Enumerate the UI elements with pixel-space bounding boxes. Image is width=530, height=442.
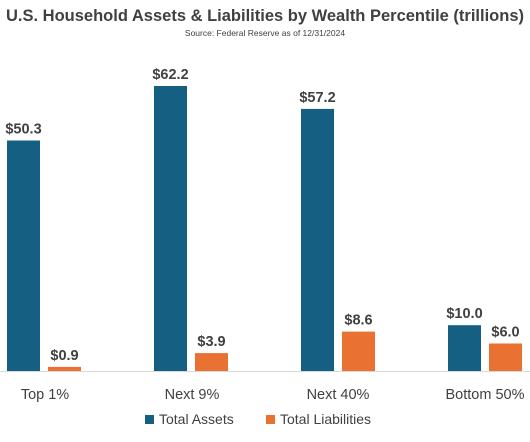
bar-total-assets-bottom-50 <box>448 325 481 371</box>
bar-total-liabilities-next-9 <box>195 353 228 371</box>
data-label-total-assets-bottom-50: $10.0 <box>446 306 482 322</box>
x-tick-label: Bottom 50% <box>446 387 525 403</box>
x-tick-label: Next 40% <box>307 387 370 403</box>
legend-swatch <box>266 415 275 424</box>
legend-item-total-assets: Total Assets <box>145 411 234 427</box>
legend-item-total-liabilities: Total Liabilities <box>266 411 371 427</box>
data-label-total-liabilities-next-9: $3.9 <box>197 334 225 350</box>
chart-subtitle: Source: Federal Reserve as of 12/31/2024 <box>184 28 346 38</box>
data-label-total-liabilities-top-1: $0.9 <box>50 348 78 364</box>
bar-total-liabilities-next-40 <box>342 331 375 371</box>
data-label-total-assets-next-40: $57.2 <box>299 90 335 106</box>
legend-label: Total Assets <box>159 411 234 427</box>
bar-total-liabilities-top-1 <box>48 366 81 371</box>
legend-swatch <box>145 415 154 424</box>
data-label-total-assets-top-1: $50.3 <box>5 122 41 138</box>
bar-total-assets-next-9 <box>154 86 187 371</box>
data-label-total-liabilities-bottom-50: $6.0 <box>491 325 519 341</box>
x-tick-label: Next 9% <box>165 387 220 403</box>
legend-label: Total Liabilities <box>280 411 371 427</box>
chart-title: U.S. Household Assets & Liabilities by W… <box>5 7 525 25</box>
bar-total-liabilities-bottom-50 <box>489 343 522 371</box>
data-label-total-assets-next-9: $62.2 <box>152 67 188 83</box>
data-label-total-liabilities-next-40: $8.6 <box>344 313 372 329</box>
bar-total-assets-top-1 <box>7 140 40 371</box>
bar-total-assets-next-40 <box>301 108 334 372</box>
x-tick-label: Top 1% <box>21 387 69 403</box>
